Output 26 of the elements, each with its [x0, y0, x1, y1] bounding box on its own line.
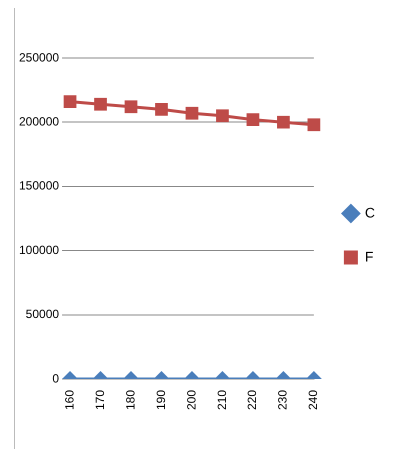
point — [277, 116, 290, 129]
point — [186, 106, 198, 120]
legend-label: C — [364, 204, 376, 220]
point — [124, 100, 138, 114]
x-tick-label: 170 — [92, 390, 107, 410]
x-tick-label: 160 — [62, 390, 76, 410]
x-tick-label: 210 — [214, 390, 229, 410]
y-tick-label: 150000 — [18, 178, 60, 193]
y-tick-label: 50000 — [26, 307, 60, 322]
point — [246, 113, 260, 126]
x-tick-label: 200 — [184, 390, 198, 410]
point — [94, 98, 107, 111]
x-tick-label: 180 — [123, 390, 138, 410]
y-tick-label: 200000 — [18, 114, 60, 129]
point — [308, 118, 320, 132]
point — [64, 95, 76, 108]
y-tick-label: 0 — [52, 371, 60, 386]
point — [216, 109, 229, 122]
legend-label: F — [364, 248, 374, 264]
x-tick-label: 230 — [276, 390, 290, 410]
point — [155, 102, 168, 116]
x-tick-label: 220 — [245, 390, 260, 410]
y-tick-label: 250000 — [18, 50, 60, 64]
y-tick-label: 100000 — [18, 242, 60, 257]
x-tick-label: 240 — [306, 390, 320, 410]
x-tick-label: 190 — [154, 390, 168, 410]
